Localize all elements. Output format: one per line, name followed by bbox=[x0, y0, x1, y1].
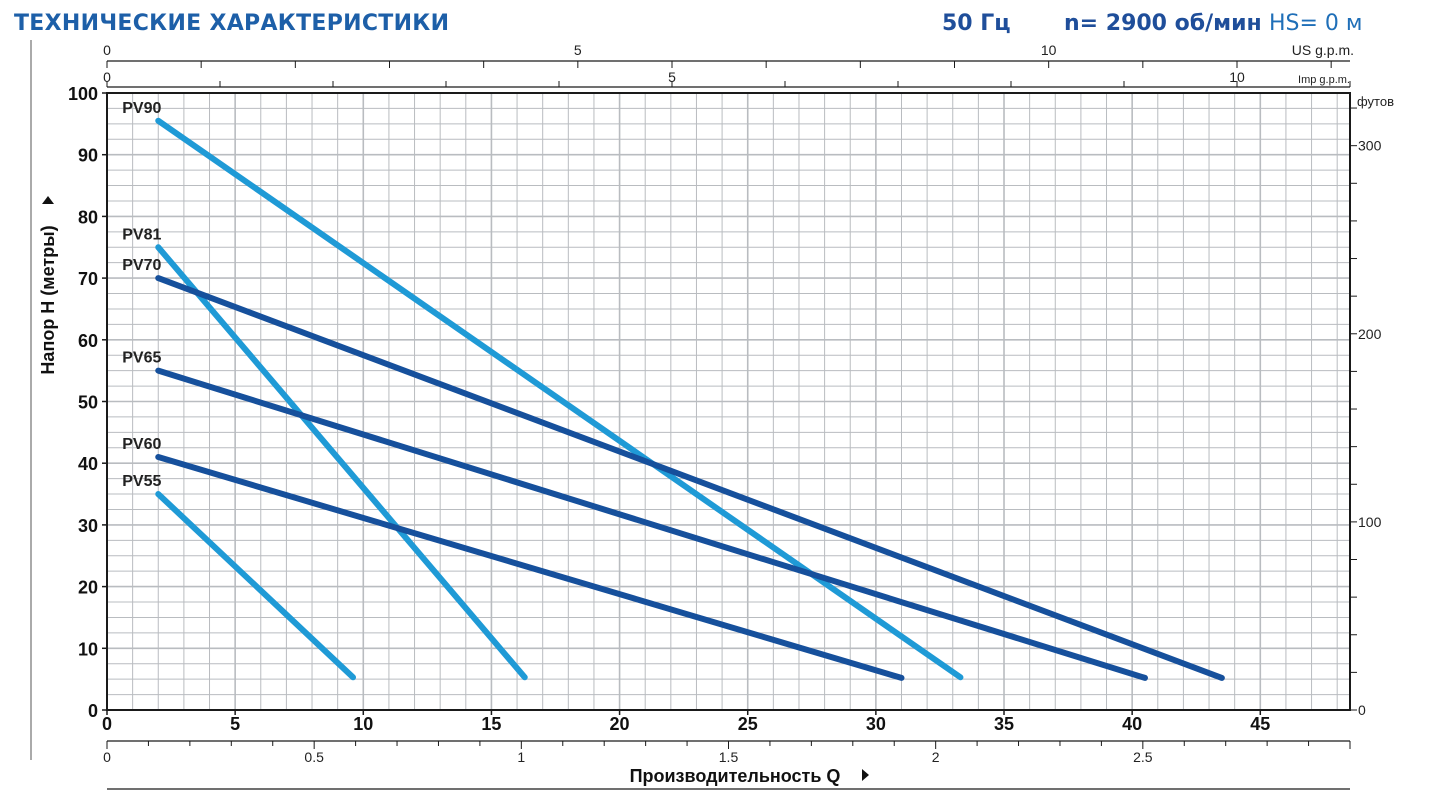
chart-labels: US g.p.m. Imp g.p.m. футов Производительнос… bbox=[38, 42, 1394, 786]
x-tick-label: 0 bbox=[102, 714, 112, 734]
y-tick-label: 80 bbox=[78, 207, 98, 227]
chart-ticks: 0 5 10 15 20 25 30 35 40 450102030405060708090100… bbox=[68, 42, 1382, 765]
chart-header: ТЕХНИЧЕСКИЕ ХАРАКТЕРИСТИКИ 50 Гц n= 2900… bbox=[0, 0, 1429, 44]
x2-tick-label: 1.5 bbox=[719, 749, 739, 765]
series-line-pv60 bbox=[155, 454, 905, 681]
feet-unit-label: футов bbox=[1357, 94, 1394, 109]
y-tick-label: 20 bbox=[78, 578, 98, 598]
imp-tick-label: 0 bbox=[103, 69, 111, 85]
y-axis-title: Напор H (метры) bbox=[38, 225, 58, 374]
y-tick-label: 40 bbox=[78, 454, 98, 474]
x-axis-arrow-icon bbox=[862, 769, 869, 781]
suction-height-label: HS= 0 м bbox=[1269, 11, 1363, 36]
x2-tick-label: 1 bbox=[517, 749, 525, 765]
y-tick-label: 30 bbox=[78, 516, 98, 536]
chart-series bbox=[155, 117, 1225, 681]
series-label-pv55: PV55 bbox=[122, 473, 161, 490]
series-line-pv81 bbox=[155, 244, 528, 681]
series-label-pv60: PV60 bbox=[122, 436, 161, 453]
x-tick-label: 10 bbox=[353, 714, 373, 734]
ft-tick-label: 200 bbox=[1358, 326, 1382, 342]
speed-label: n= 2900 об/мин bbox=[1064, 11, 1262, 36]
us-gpm-unit-label: US g.p.m. bbox=[1292, 42, 1354, 58]
y-tick-label: 90 bbox=[78, 146, 98, 166]
frequency-label: 50 Гц bbox=[942, 11, 1011, 36]
y-tick-label: 70 bbox=[78, 269, 98, 289]
ft-tick-label: 0 bbox=[1358, 702, 1366, 718]
series-label-pv65: PV65 bbox=[122, 350, 161, 367]
y-axis-arrow-icon bbox=[42, 196, 54, 204]
us-tick-label: 5 bbox=[574, 42, 582, 58]
x2-tick-label: 2.5 bbox=[1133, 749, 1153, 765]
us-tick-label: 0 bbox=[103, 42, 111, 58]
ft-tick-label: 100 bbox=[1358, 514, 1382, 530]
x2-tick-label: 0.5 bbox=[304, 749, 324, 765]
imp-tick-label: 5 bbox=[668, 69, 676, 85]
series-line-pv70 bbox=[155, 275, 1225, 681]
series-label-pv70: PV70 bbox=[122, 257, 161, 274]
series-label-pv81: PV81 bbox=[122, 226, 161, 243]
y-tick-label: 10 bbox=[78, 639, 98, 659]
imp-tick-label: 10 bbox=[1229, 69, 1245, 85]
x-tick-label: 30 bbox=[866, 714, 886, 734]
x-tick-label: 20 bbox=[610, 714, 630, 734]
x-tick-label: 45 bbox=[1250, 714, 1270, 734]
y-tick-label: 50 bbox=[78, 393, 98, 413]
chart-grid bbox=[107, 93, 1350, 710]
series-label-pv90: PV90 bbox=[122, 100, 161, 117]
chart-axes bbox=[30, 40, 1351, 790]
x2-tick-label: 0 bbox=[103, 749, 111, 765]
x2-tick-label: 2 bbox=[932, 749, 940, 765]
series-line-pv90 bbox=[155, 117, 964, 681]
imp-gpm-unit-label: Imp g.p.m. bbox=[1298, 74, 1350, 86]
y-tick-label: 60 bbox=[78, 331, 98, 351]
ft-tick-label: 300 bbox=[1358, 138, 1382, 154]
x-tick-label: 35 bbox=[994, 714, 1014, 734]
x-axis-title: Производительность Q bbox=[630, 766, 841, 786]
series-line-pv65 bbox=[155, 367, 1148, 681]
us-tick-label: 10 bbox=[1041, 42, 1057, 58]
x-tick-label: 15 bbox=[481, 714, 501, 734]
x-tick-label: 5 bbox=[230, 714, 240, 734]
y-tick-label: 0 bbox=[88, 701, 98, 721]
chart-title: ТЕХНИЧЕСКИЕ ХАРАКТЕРИСТИКИ bbox=[14, 11, 450, 36]
x-tick-label: 25 bbox=[738, 714, 758, 734]
y-tick-label: 100 bbox=[68, 84, 98, 104]
series-line-pv55 bbox=[155, 491, 357, 681]
x-tick-label: 40 bbox=[1122, 714, 1142, 734]
